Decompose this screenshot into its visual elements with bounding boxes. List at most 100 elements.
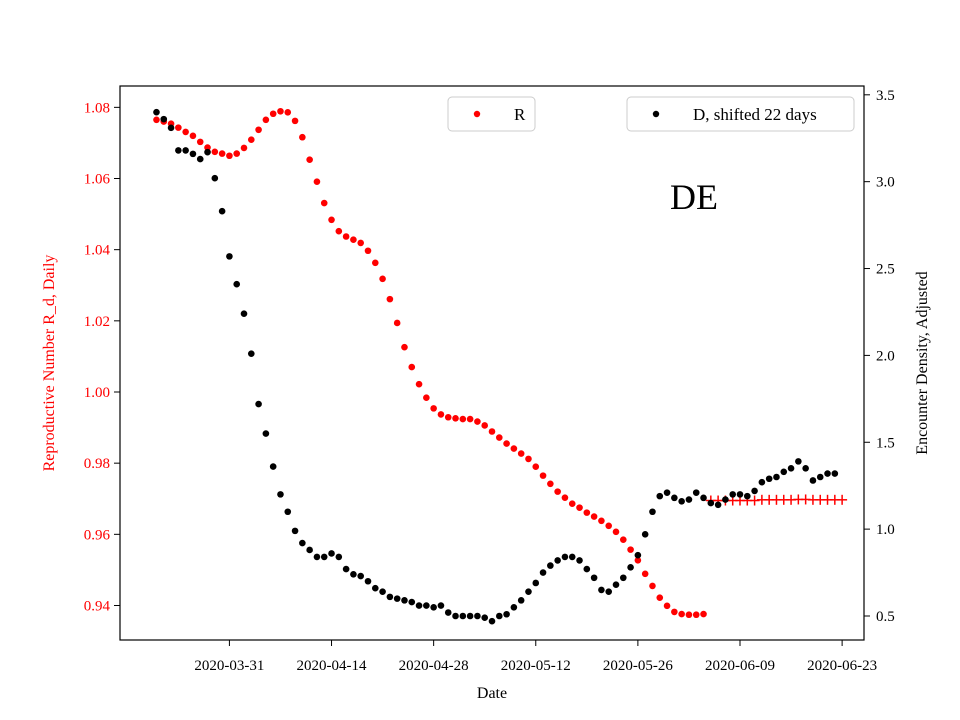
d-point xyxy=(269,463,277,470)
y-left-tick-label: 1.04 xyxy=(84,243,111,259)
r-point xyxy=(247,136,255,144)
d-point xyxy=(342,565,350,573)
r-point xyxy=(306,156,313,163)
d-point xyxy=(430,604,437,611)
r-point xyxy=(554,488,561,495)
d-point xyxy=(627,564,634,571)
r-point xyxy=(226,152,233,160)
plot-frame xyxy=(119,85,865,641)
r-point xyxy=(423,394,430,401)
r-point xyxy=(671,608,678,616)
d-point xyxy=(277,491,284,498)
d-point xyxy=(364,577,372,585)
r-point xyxy=(452,415,459,422)
r-point xyxy=(218,150,226,157)
r-point xyxy=(153,116,160,124)
d-point xyxy=(335,553,343,561)
d-point xyxy=(802,465,809,472)
x-tick-label: 2020-03-31 xyxy=(194,658,264,674)
d-point xyxy=(262,430,270,437)
d-point xyxy=(233,280,241,288)
d-point xyxy=(291,527,299,535)
d-point xyxy=(671,494,678,502)
r-point xyxy=(196,138,204,146)
d-point xyxy=(612,581,620,589)
d-point xyxy=(306,546,313,554)
x-tick-label: 2020-05-26 xyxy=(603,658,673,674)
d-point xyxy=(503,610,510,618)
r-point xyxy=(561,494,569,501)
y-right-tick-label: 2.5 xyxy=(876,262,895,278)
r-point xyxy=(685,611,693,619)
r-point xyxy=(459,415,467,423)
r-point xyxy=(262,116,270,124)
legend-r-label: R xyxy=(514,105,526,124)
legend-d-marker xyxy=(652,110,660,118)
r-point xyxy=(211,148,219,156)
d-point xyxy=(678,498,685,505)
d-point xyxy=(663,489,671,496)
d-point xyxy=(204,148,211,156)
d-point xyxy=(656,492,664,500)
y-right-tick-label: 2.0 xyxy=(876,348,895,364)
d-point xyxy=(605,588,613,595)
r-point xyxy=(291,117,299,125)
d-point xyxy=(415,602,423,609)
d-point xyxy=(634,551,642,559)
d-point xyxy=(182,147,189,154)
r-point xyxy=(182,128,189,136)
y-left-tick-label: 1.02 xyxy=(84,314,110,330)
r-point xyxy=(525,455,532,463)
r-point xyxy=(539,472,547,479)
d-point xyxy=(481,614,489,622)
d-point xyxy=(809,477,817,484)
d-point xyxy=(517,597,525,604)
d-point xyxy=(590,574,598,582)
x-tick-label: 2020-04-28 xyxy=(399,658,469,674)
r-point xyxy=(408,363,416,371)
y-right-tick-label: 3.5 xyxy=(876,88,895,104)
d-point xyxy=(408,598,416,606)
y-left-tick-label: 0.96 xyxy=(84,527,111,543)
r-point xyxy=(627,546,634,553)
d-point xyxy=(773,473,780,481)
r-point xyxy=(379,275,386,283)
d-point xyxy=(583,565,591,573)
y-left-tick-label: 1.08 xyxy=(84,100,110,116)
d-point xyxy=(474,612,481,620)
d-point xyxy=(707,499,715,507)
d-point xyxy=(736,491,744,498)
r-point xyxy=(277,107,284,115)
d-point xyxy=(787,465,795,472)
r-point xyxy=(590,513,598,520)
r-point xyxy=(364,247,372,255)
r-point xyxy=(474,418,481,425)
d-point xyxy=(423,602,430,609)
r-point xyxy=(328,216,335,224)
r-point xyxy=(481,422,489,429)
d-point xyxy=(153,108,160,116)
d-point xyxy=(495,612,503,620)
r-point xyxy=(510,445,518,452)
legend-d-box xyxy=(626,96,855,132)
y-axis-left: 0.94 0.96 0.98 1.00 1.02 1.04 1.06 1.08 xyxy=(84,100,120,614)
r-point xyxy=(605,522,613,530)
d-point xyxy=(714,501,722,509)
r-point xyxy=(649,582,656,590)
d-point xyxy=(401,597,408,604)
r-point xyxy=(415,380,423,388)
d-point xyxy=(211,174,219,182)
x-tick-label: 2020-05-12 xyxy=(501,658,571,674)
d-point xyxy=(722,496,729,503)
r-point xyxy=(371,259,379,267)
y-axis-left-title: Reproductive Number R_d, Daily xyxy=(41,255,58,472)
legend-r-marker xyxy=(473,110,481,118)
r-point xyxy=(612,528,620,536)
d-point xyxy=(831,470,839,477)
d-point xyxy=(167,124,175,132)
d-point xyxy=(175,147,182,154)
d-point xyxy=(226,253,233,260)
r-point xyxy=(437,411,445,418)
r-point xyxy=(619,536,627,543)
